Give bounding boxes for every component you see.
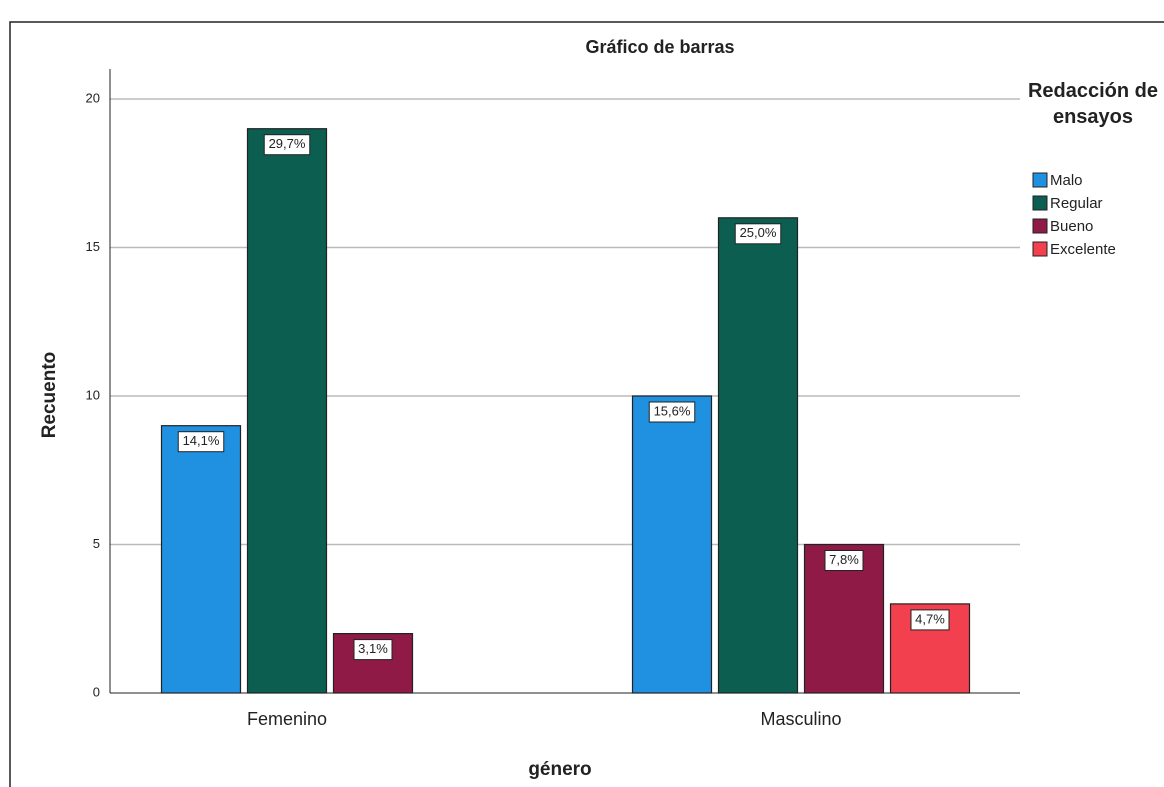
x-axis-label: género [528, 759, 591, 780]
y-tick-label: 15 [86, 239, 100, 254]
x-tick-label: Femenino [247, 709, 327, 729]
value-label-box [177, 431, 225, 453]
legend-swatch [1032, 172, 1048, 188]
value-label-box [648, 401, 696, 423]
value-label: 29,7% [269, 136, 306, 151]
value-label: 7,8% [829, 552, 859, 567]
legend-swatch [1032, 218, 1048, 234]
y-tick-label: 20 [86, 90, 100, 105]
bar [160, 425, 242, 694]
legend-swatch [1032, 241, 1048, 257]
x-tick-label: Masculino [760, 709, 841, 729]
legend-label: Bueno [1050, 218, 1093, 235]
legend-swatch [1032, 195, 1048, 211]
value-label: 25,0% [740, 225, 777, 240]
bar [631, 395, 713, 694]
value-label-box [824, 550, 864, 571]
bar [246, 128, 328, 694]
value-label-box [353, 639, 393, 661]
value-label: 4,7% [915, 611, 945, 626]
value-label: 14,1% [183, 433, 220, 448]
legend-title: Redacción de ensayos [1027, 80, 1159, 128]
value-label-box [734, 223, 782, 245]
legend-label: Regular [1050, 195, 1103, 212]
y-tick-label: 0 [93, 684, 100, 699]
y-tick-label: 5 [93, 536, 100, 551]
legend-label: Malo [1050, 172, 1083, 189]
value-label: 15,6% [654, 403, 691, 418]
legend-label: Excelente [1050, 241, 1116, 258]
frame [9, 21, 1164, 787]
chart-title: Gráfico de barras [585, 37, 734, 57]
value-label: 3,1% [358, 641, 388, 656]
y-tick-label: 10 [86, 387, 100, 402]
value-label-box [910, 609, 950, 631]
value-label-box [263, 134, 311, 156]
bar [717, 217, 799, 694]
y-axis-label: Recuento [39, 352, 60, 439]
